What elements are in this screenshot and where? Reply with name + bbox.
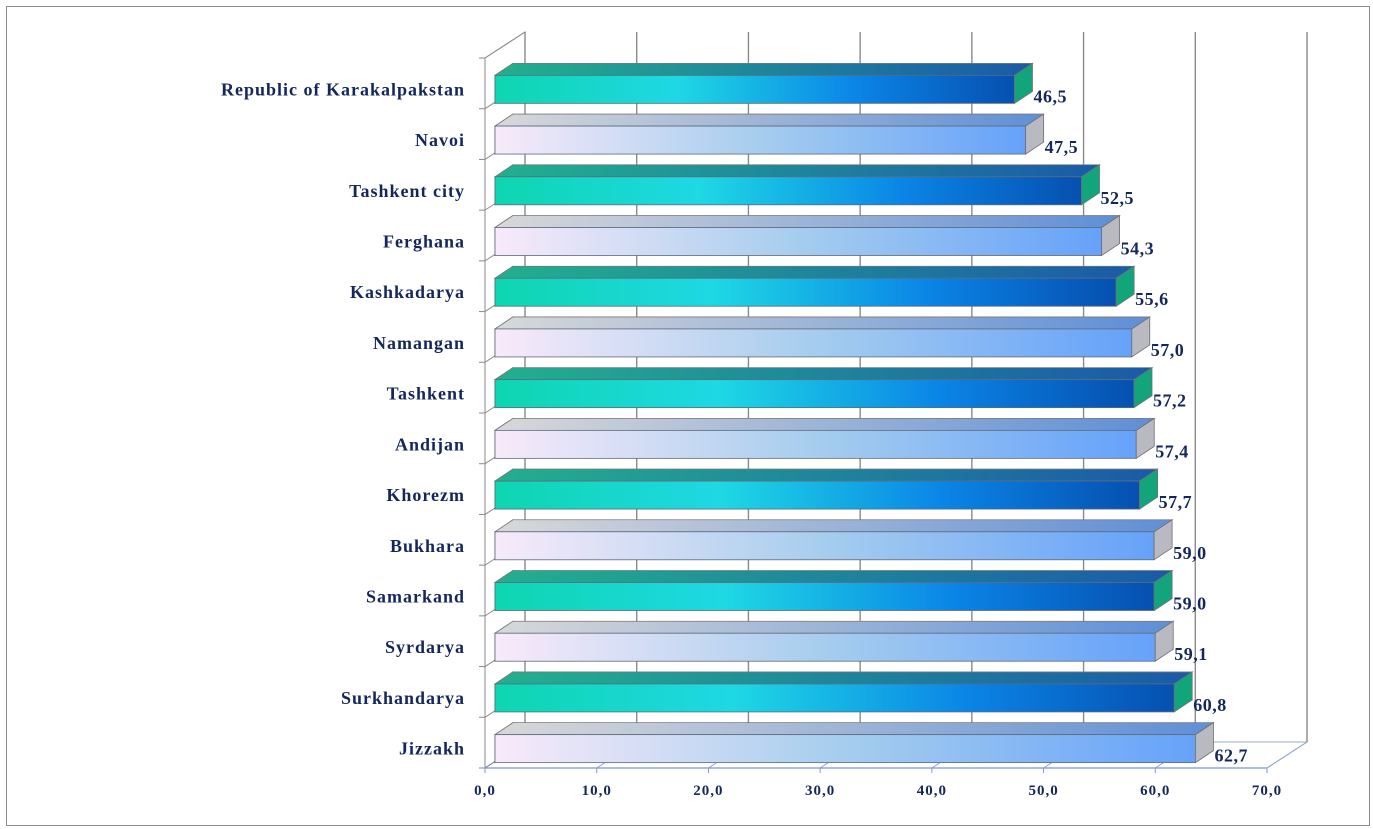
category-label: Republic of Karakalpakstan (221, 79, 465, 99)
x-tick-label: 0,0 (474, 783, 496, 799)
category-label: Bukhara (390, 536, 465, 556)
category-label: Ferghana (383, 232, 465, 252)
bar-side-face (1153, 569, 1173, 612)
bar-side-face (1101, 214, 1121, 257)
x-tick-label: 30,0 (805, 783, 835, 799)
category-label: Namangan (373, 333, 465, 353)
bar-top-face (493, 671, 1194, 685)
data-label: 52,5 (1101, 188, 1135, 208)
bar-side-face (1133, 366, 1153, 409)
bar (494, 176, 1082, 206)
x-tick-label: 60,0 (1140, 783, 1170, 799)
bar-side-face (1025, 113, 1045, 155)
x-tick-label: 20,0 (693, 783, 723, 799)
bar-side-face (1131, 316, 1151, 358)
bar (494, 632, 1156, 662)
bar-top-face (493, 570, 1174, 583)
bar-side-face (1154, 620, 1174, 662)
labels: 0,0 10,0 20,0 30,0 40,0 50,0 60,0 70,0 Republic … (221, 79, 1282, 799)
x-tick-label: 40,0 (917, 783, 947, 799)
category-label: Jizzakh (399, 739, 465, 759)
category-label: Syrdarya (385, 637, 465, 657)
bar (494, 277, 1117, 307)
data-label: 62,7 (1214, 746, 1248, 766)
bar-side-face (1135, 417, 1155, 460)
x-tick-label: 70,0 (1252, 783, 1282, 799)
data-label: 57,7 (1159, 492, 1193, 512)
bar (494, 74, 1015, 104)
data-label: 57,0 (1151, 340, 1185, 360)
data-label: 59,0 (1173, 594, 1207, 614)
bar-side-face (1139, 468, 1158, 510)
x-tick-label: 50,0 (1028, 783, 1058, 799)
category-label: Andijan (395, 434, 465, 454)
data-label: 57,2 (1153, 391, 1187, 411)
bar-side-face (1173, 671, 1193, 713)
category-label: Samarkand (366, 587, 465, 607)
bar (494, 379, 1135, 409)
bar-side-face (1153, 519, 1173, 561)
data-label: 59,0 (1173, 543, 1207, 563)
category-label: Khorezm (386, 485, 465, 505)
bar-side-face (1081, 164, 1100, 206)
bar-top-face (493, 316, 1152, 330)
bar-top-face (493, 215, 1121, 228)
category-tick (484, 31, 526, 59)
data-label: 46,5 (1033, 86, 1067, 106)
category-label: Tashkent city (349, 181, 465, 201)
data-label: 59,1 (1174, 644, 1208, 664)
bar (494, 683, 1175, 713)
bar-side-face (1014, 62, 1033, 105)
bar-top-face (493, 62, 1034, 76)
bar-top-face (493, 164, 1101, 178)
data-label: 54,3 (1121, 239, 1155, 259)
bar-side-face (1115, 265, 1135, 307)
bar (494, 227, 1103, 256)
x-tick-label: 10,0 (582, 783, 612, 799)
floor-gridline (1266, 741, 1308, 769)
data-label: 60,8 (1193, 695, 1227, 715)
bar (494, 734, 1196, 764)
bar-top-face (493, 113, 1045, 127)
bar (494, 328, 1133, 358)
bar-top-face (493, 367, 1154, 381)
bar-top-face (493, 265, 1136, 279)
bar-top-face (493, 417, 1156, 431)
bar (494, 480, 1140, 510)
bars (493, 62, 1215, 764)
bar (494, 531, 1155, 561)
bar-top-face (493, 468, 1159, 482)
category-label: Navoi (415, 130, 465, 150)
bar (494, 429, 1137, 459)
bar (494, 125, 1027, 155)
bar-top-face (493, 722, 1215, 736)
bar (494, 582, 1155, 611)
chart-frame: 0,0 10,0 20,0 30,0 40,0 50,0 60,0 70,0 Republic … (6, 6, 1370, 826)
data-label: 47,5 (1045, 137, 1079, 157)
category-label: Kashkadarya (350, 282, 465, 302)
bar-chart: 0,0 10,0 20,0 30,0 40,0 50,0 60,0 70,0 Republic … (221, 31, 1309, 799)
category-label: Tashkent (387, 384, 465, 404)
data-label: 57,4 (1155, 441, 1189, 461)
bar-side-face (1195, 721, 1214, 764)
bar-top-face (493, 519, 1174, 533)
data-label: 55,6 (1135, 289, 1169, 309)
category-label: Surkhandarya (341, 688, 465, 708)
bar-top-face (493, 620, 1175, 634)
